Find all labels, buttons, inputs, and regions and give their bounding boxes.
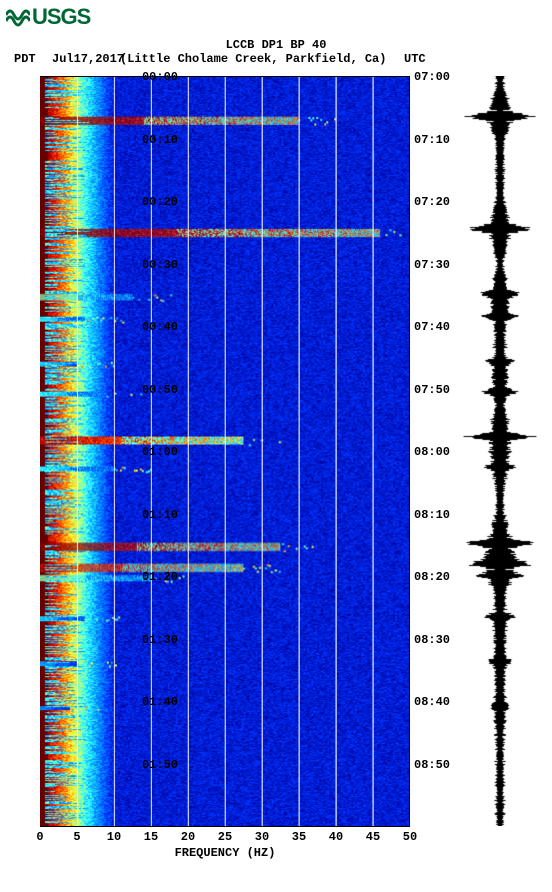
- utc-tick: 07:40: [414, 320, 450, 334]
- utc-tick: 07:10: [414, 133, 450, 147]
- waveform-panel: [460, 76, 540, 826]
- gridline: [373, 77, 374, 826]
- x-tick: 0: [30, 830, 50, 844]
- x-tick: 15: [141, 830, 161, 844]
- usgs-wave-icon: [6, 7, 30, 27]
- waveform-canvas: [460, 76, 540, 826]
- gridline: [114, 77, 115, 826]
- chart-title: LCCB DP1 BP 40: [0, 38, 552, 52]
- pdt-label: PDT: [14, 52, 36, 66]
- pdt-tick: 01:10: [142, 508, 178, 522]
- gridline: [336, 77, 337, 826]
- pdt-tick: 00:00: [142, 70, 178, 84]
- pdt-tick: 01:00: [142, 445, 178, 459]
- utc-tick: 08:20: [414, 570, 450, 584]
- pdt-tick: 00:30: [142, 258, 178, 272]
- usgs-logo-text: USGS: [32, 4, 90, 30]
- utc-tick: 07:30: [414, 258, 450, 272]
- spectrogram-plot: [40, 76, 410, 826]
- x-axis-label: FREQUENCY (HZ): [40, 846, 410, 860]
- pdt-tick: 00:50: [142, 383, 178, 397]
- gridline: [225, 77, 226, 826]
- utc-tick: 08:00: [414, 445, 450, 459]
- location-label: (Little Cholame Creek, Parkfield, Ca): [120, 52, 386, 66]
- pdt-tick: 01:20: [142, 570, 178, 584]
- x-tick: 10: [104, 830, 124, 844]
- utc-tick: 08:50: [414, 758, 450, 772]
- utc-tick: 08:30: [414, 633, 450, 647]
- x-tick: 40: [326, 830, 346, 844]
- pdt-tick: 01:50: [142, 758, 178, 772]
- gridline: [262, 77, 263, 826]
- date-label: Jul17,2017: [52, 52, 124, 66]
- x-tick: 30: [252, 830, 272, 844]
- x-tick: 5: [67, 830, 87, 844]
- x-tick: 35: [289, 830, 309, 844]
- plot-bottom-border: [40, 826, 410, 827]
- gridline: [77, 77, 78, 826]
- utc-tick: 07:20: [414, 195, 450, 209]
- pdt-tick: 00:10: [142, 133, 178, 147]
- utc-tick: 07:50: [414, 383, 450, 397]
- gridline: [188, 77, 189, 826]
- x-tick: 25: [215, 830, 235, 844]
- utc-tick: 08:40: [414, 695, 450, 709]
- x-tick: 50: [400, 830, 420, 844]
- gridline: [299, 77, 300, 826]
- utc-tick: 08:10: [414, 508, 450, 522]
- pdt-tick: 00:40: [142, 320, 178, 334]
- x-tick: 45: [363, 830, 383, 844]
- pdt-tick: 01:40: [142, 695, 178, 709]
- utc-tick: 07:00: [414, 70, 450, 84]
- pdt-tick: 01:30: [142, 633, 178, 647]
- utc-label: UTC: [404, 52, 426, 66]
- pdt-tick: 00:20: [142, 195, 178, 209]
- usgs-logo: USGS: [6, 4, 90, 30]
- x-tick: 20: [178, 830, 198, 844]
